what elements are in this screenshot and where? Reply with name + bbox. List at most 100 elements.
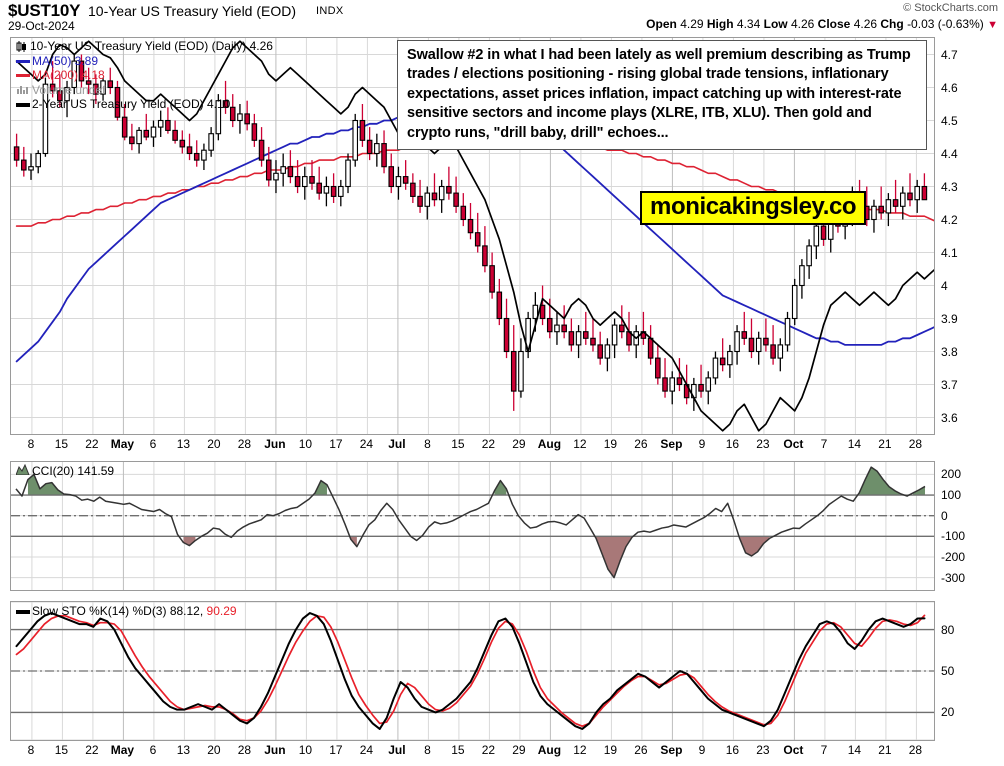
axis-tick-label: -200	[941, 549, 966, 564]
axis-tick-label: 50	[941, 664, 955, 678]
chg-value: -0.03 (-0.63%)	[907, 17, 984, 31]
legend-cci-label: CCI(20) 141.59	[32, 464, 115, 478]
legend-row-overlay: 2-Year US Treasury Yield (EOD) 4.10	[15, 97, 273, 112]
axis-tick-label: 6	[149, 743, 157, 757]
axis-tick-label: 20	[207, 743, 221, 757]
axis-tick-label: 14	[847, 437, 862, 451]
cci-y-axis: 200 100 0 -100 -200 -300	[941, 461, 1001, 591]
axis-tick-label: 20	[941, 705, 955, 720]
legend-row-cci: CCI(20) 141.59	[14, 463, 115, 479]
price-y-axis: 4.7 4.6 4.5 4.4 4.3 4.2 4.1 4 3.9 3.8 3.7 3.6	[941, 37, 1001, 435]
axis-tick-label: 100	[941, 488, 962, 503]
legend-sto-label: Slow STO %K(14) %D(3) 88.12,	[32, 604, 204, 618]
axis-tick-label: 3.9	[941, 311, 958, 326]
axis-tick-label: 26	[634, 743, 648, 757]
overlay-line-icon	[15, 97, 30, 112]
legend-price-series-label: 10-Year US Treasury Yield (EOD) (Daily) …	[30, 39, 273, 53]
axis-tick-label: 26	[634, 437, 648, 451]
low-value: 4.26	[790, 17, 815, 31]
axis-tick-label: 28	[237, 437, 252, 451]
cci-legend: CCI(20) 141.59	[14, 463, 115, 479]
axis-tick-label: 9	[698, 437, 706, 451]
annotation-textbox[interactable]: Swallow #2 in what I had been lately as …	[397, 40, 927, 151]
stochastic-line-icon	[15, 604, 30, 619]
close-label: Close	[817, 17, 851, 31]
open-value: 4.29	[680, 17, 704, 31]
axis-tick-label: 22	[481, 743, 496, 757]
axis-tick-label: 4.2	[941, 212, 958, 227]
axis-tick-label: 23	[756, 743, 770, 757]
cci-chart-svg	[11, 462, 934, 590]
axis-tick-label: 17	[329, 437, 343, 451]
axis-tick-label: Sep	[660, 437, 683, 451]
axis-tick-label: 14	[847, 743, 862, 757]
axis-tick-label: 200	[941, 467, 962, 482]
axis-tick-label: 22	[481, 437, 496, 451]
axis-tick-label: 21	[878, 743, 892, 757]
axis-tick-label: 20	[207, 437, 221, 451]
axis-tick-label: 7	[820, 743, 828, 757]
axis-tick-label: 4.3	[941, 179, 958, 194]
axis-tick-label: 3.6	[941, 410, 958, 425]
axis-tick-label: 10	[298, 743, 313, 757]
axis-tick-label: May	[110, 743, 135, 757]
legend-row-ma200: MA(200) 4.18	[15, 68, 273, 83]
axis-tick-label: 7	[820, 437, 828, 451]
watermark-badge: monicakingsley.co	[640, 191, 867, 225]
axis-tick-label: 80	[941, 622, 955, 637]
axis-tick-label: Oct	[783, 743, 804, 757]
exchange-label: INDX	[316, 5, 344, 17]
axis-tick-label: 6	[149, 437, 157, 451]
axis-tick-label: 15	[54, 437, 69, 451]
axis-tick-label: 4.4	[941, 146, 958, 161]
axis-tick-label: 29	[512, 743, 526, 757]
legend-overlay-label: 2-Year US Treasury Yield (EOD) 4.10	[32, 97, 231, 111]
chg-label: Chg	[880, 17, 904, 31]
high-label: High	[706, 17, 734, 31]
axis-tick-label: 4.7	[941, 47, 958, 62]
axis-tick-label: Sep	[660, 743, 683, 757]
axis-tick-label: 8	[424, 743, 431, 757]
axis-tick-label: 21	[878, 437, 892, 451]
axis-tick-label: 28	[908, 437, 923, 451]
axis-tick-label: 23	[756, 437, 770, 451]
axis-tick-label: 0	[941, 508, 948, 523]
axis-tick-label: 8	[27, 743, 35, 757]
close-value: 4.26	[853, 17, 878, 31]
low-label: Low	[763, 17, 788, 31]
stochastic-chart-svg	[11, 602, 934, 740]
ohlc-quote-bar: Open 4.29 High 4.34 Low 4.26 Close 4.26 …	[646, 17, 998, 31]
open-label: Open	[646, 17, 677, 31]
stockcharts-attribution: © StockCharts.com	[903, 2, 998, 14]
axis-tick-label: -300	[941, 570, 966, 585]
axis-tick-label: 22	[85, 437, 99, 451]
axis-tick-label: 4	[941, 278, 948, 293]
axis-tick-label: 12	[573, 437, 587, 451]
axis-tick-label: 10	[298, 437, 313, 451]
cci-indicator-panel[interactable]	[10, 461, 935, 591]
stochastic-indicator-panel[interactable]	[10, 601, 935, 741]
axis-tick-label: 28	[908, 743, 923, 757]
volume-bars-icon	[15, 83, 30, 98]
axis-tick-label: 8	[424, 437, 431, 451]
symbol-description: 10-Year US Treasury Yield (EOD)	[88, 3, 297, 19]
axis-tick-label: Jul	[388, 437, 406, 451]
change-down-arrow-icon: ▼	[987, 19, 998, 31]
axis-tick-label: Oct	[783, 437, 804, 451]
axis-tick-label: 15	[451, 743, 465, 757]
legend-sto-d-value: 90.29	[206, 604, 237, 618]
stochastic-legend: Slow STO %K(14) %D(3) 88.12, 90.29	[15, 604, 237, 619]
axis-tick-label: 9	[698, 743, 706, 757]
candlestick-icon	[15, 40, 28, 52]
cci-area-icon	[14, 463, 30, 479]
axis-tick-label: Aug	[537, 437, 562, 451]
price-chart-legend: 10-Year US Treasury Yield (EOD) (Daily) …	[15, 39, 273, 112]
axis-tick-label: 15	[54, 743, 69, 757]
axis-tick-label: 13	[176, 437, 191, 451]
axis-tick-label: 4.1	[941, 245, 958, 260]
stochastic-x-axis: 8 15 22 May 6 13 20 28 Jun 10 17 24 Jul 8 15 22 29 Aug 12 1…	[10, 743, 935, 763]
axis-tick-label: 17	[329, 743, 343, 757]
axis-tick-label: Jul	[388, 743, 406, 757]
legend-ma50-label: MA(50) 3.89	[32, 53, 99, 68]
legend-row-volume: Volume undef	[15, 83, 273, 98]
